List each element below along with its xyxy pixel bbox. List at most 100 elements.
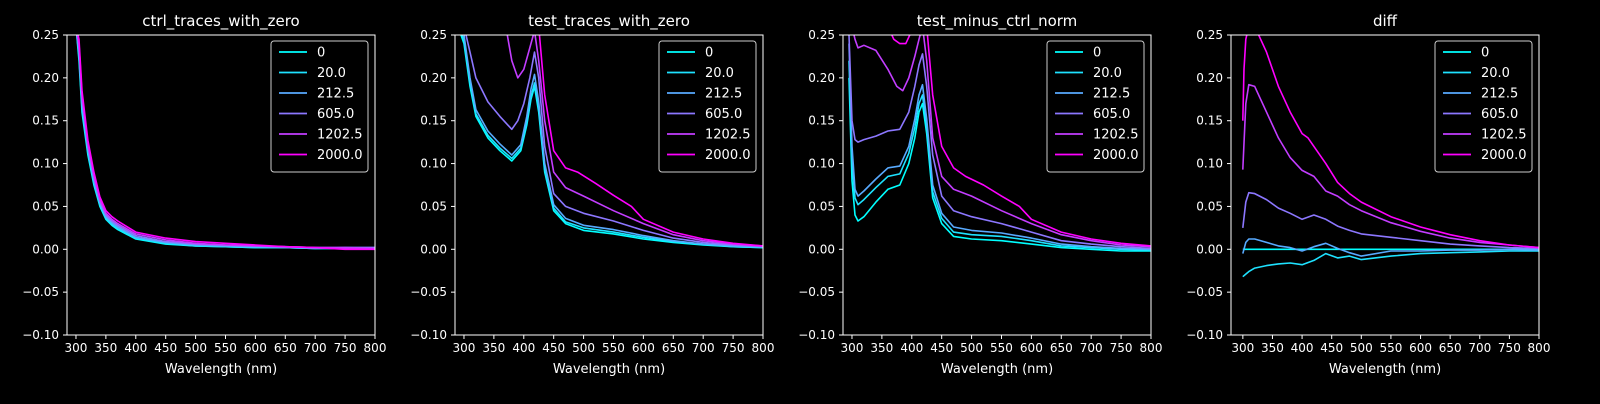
x-tick-label: 600 [244,341,267,355]
x-tick-label: 350 [1261,341,1284,355]
legend-label: 1202.5 [1093,128,1139,143]
subplot-3: test_minus_ctrl_norm 300 350 400 450 500 550 6… [798,12,1162,377]
x-tick-label: 750 [334,341,357,355]
y-tick-label: 0.15 [808,114,835,128]
x-tick-label: 400 [900,341,923,355]
legend-label: 0 [317,46,325,61]
x-tick-label: 300 [841,341,864,355]
subplot-1: ctrl_traces_with_zero 300 350 400 450 500 550… [22,12,386,377]
legend-label: 0 [705,46,713,61]
series-line-212.5 [848,43,1151,251]
legend-label: 2000.0 [705,148,751,163]
legend-box [658,40,757,173]
legend-label: 1202.5 [705,128,751,143]
x-tick-label: 450 [930,341,953,355]
x-tick-label: 400 [512,341,535,355]
x-axis-label: Wavelength (nm) [941,362,1053,377]
subplot-4: diff 300 350 400 450 500 550 600 650 700 750 800 −0… [1186,12,1550,377]
x-tick-label: 750 [1110,341,1133,355]
x-tick-label: 300 [65,341,88,355]
plot-frame [842,34,1152,336]
x-tick-label: 800 [1528,341,1551,355]
legend-label: 212.5 [705,87,742,102]
x-tick-label: 600 [1020,341,1043,355]
series-line-1202.5 [506,35,763,247]
legend-label: 605.0 [705,107,742,122]
y-tick-label: 0.05 [32,199,59,213]
y-tick-label: 0.05 [420,199,447,213]
y-tick-label: −0.05 [22,285,59,299]
legend-label: 605.0 [1093,107,1130,122]
y-tick-label: 0.25 [808,28,835,42]
legend-label: 2000.0 [1481,148,1527,163]
series-line-1202.5 [853,35,1151,248]
x-tick-label: 750 [722,341,745,355]
y-tick-label: −0.05 [798,285,835,299]
series-line-20.0 [1242,250,1539,278]
series-line-0 [848,77,1151,252]
x-tick-label: 450 [542,341,565,355]
x-axis-label: Wavelength (nm) [553,362,665,377]
x-tick-label: 450 [1320,341,1343,355]
series-line-20.0 [461,35,763,249]
y-tick-label: 0.25 [32,28,59,42]
x-tick-label: 750 [1498,341,1521,355]
series-line-212.5 [463,35,763,248]
y-tick-label: 0.15 [32,114,59,128]
series-line-2000.0 [1242,35,1539,249]
x-tick-label: 600 [632,341,655,355]
legend-box [1046,40,1145,173]
x-tick-label: 800 [1140,341,1163,355]
x-tick-label: 500 [960,341,983,355]
x-tick-label: 350 [870,341,893,355]
series-line-2000.0 [890,35,1151,247]
x-tick-label: 500 [184,341,207,355]
x-tick-label: 300 [453,341,476,355]
x-axis-label: Wavelength (nm) [165,362,277,377]
x-tick-label: 700 [1468,341,1491,355]
x-tick-label: 700 [304,341,327,355]
x-tick-label: 800 [752,341,775,355]
legend-label: 212.5 [317,87,354,102]
series-line-2000.0 [77,35,375,251]
legend-label: 605.0 [317,107,354,122]
x-tick-label: 650 [274,341,297,355]
legend-label: 212.5 [1093,87,1130,102]
subplot-title: ctrl_traces_with_zero [142,12,299,31]
legend-label: 20.0 [1093,66,1122,81]
y-tick-label: −0.10 [410,328,447,342]
y-tick-label: −0.10 [22,328,59,342]
y-tick-label: 0.20 [32,71,59,85]
y-tick-label: 0.00 [420,242,447,256]
y-tick-label: 0.15 [420,114,447,128]
x-tick-label: 700 [692,341,715,355]
legend-label: 212.5 [1481,87,1518,102]
legend-label: 20.0 [317,66,346,81]
y-tick-label: −0.05 [1186,285,1223,299]
y-tick-label: 0.20 [808,71,835,85]
x-tick-label: 550 [214,341,237,355]
subplot-title: test_minus_ctrl_norm [917,12,1078,31]
y-tick-label: 0.00 [808,242,835,256]
x-tick-label: 400 [124,341,147,355]
x-tick-label: 350 [94,341,117,355]
subplot-title: test_traces_with_zero [528,12,690,31]
legend-label: 0 [1093,46,1101,61]
legend-label: 1202.5 [317,128,363,143]
plot-frame [66,34,376,336]
x-tick-label: 800 [364,341,387,355]
x-tick-label: 550 [602,341,625,355]
x-tick-label: 350 [482,341,505,355]
y-tick-label: −0.10 [1186,328,1223,342]
y-tick-label: 0.05 [808,199,835,213]
y-tick-label: 0.20 [1196,71,1223,85]
series-line-212.5 [1242,238,1539,257]
x-tick-label: 550 [990,341,1013,355]
x-tick-label: 450 [154,341,177,355]
subplot-2: test_traces_with_zero 300 350 400 450 500 550… [410,12,774,377]
y-tick-label: 0.05 [1196,199,1223,213]
subplot-title: diff [1373,12,1398,30]
series-line-20.0 [848,60,1151,251]
y-tick-label: 0.00 [32,242,59,256]
